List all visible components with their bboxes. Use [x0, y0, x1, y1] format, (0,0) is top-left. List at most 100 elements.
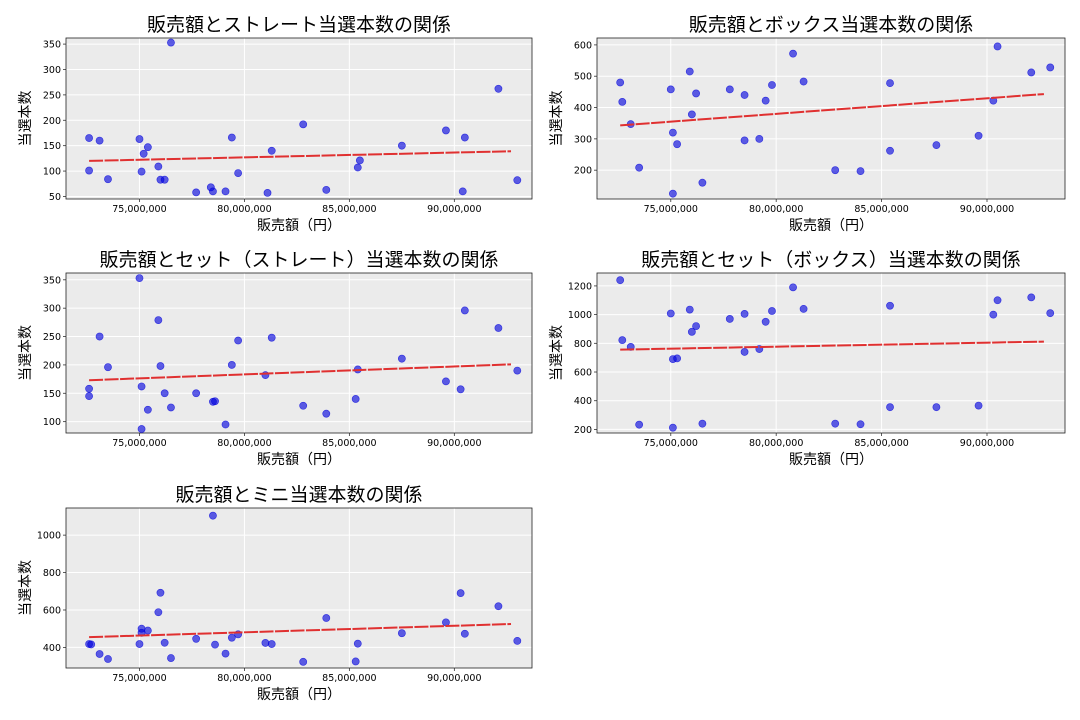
y-axis-label: 当選本数 — [549, 325, 565, 381]
scatter-point — [618, 336, 627, 345]
scatter-point — [513, 176, 522, 185]
scatter-point — [886, 146, 894, 155]
x-tick-label: 80,000,000 — [217, 204, 271, 215]
chart-title: 販売額とセット（ボックス）当選本数の関係 — [641, 249, 1020, 271]
scatter-point — [397, 629, 406, 638]
scatter-point — [221, 420, 230, 429]
scatter-point — [167, 38, 175, 47]
scatter-point — [322, 409, 331, 418]
scatter-point — [989, 310, 998, 319]
x-tick-label: 75,000,000 — [112, 438, 166, 449]
y-tick-label: 100 — [43, 167, 61, 178]
scatter-point — [154, 608, 163, 617]
x-tick-label: 85,000,000 — [854, 438, 908, 449]
scatter-point — [692, 89, 700, 98]
plot-area — [597, 273, 1065, 433]
scatter-point — [227, 633, 236, 642]
y-tick-label: 200 — [574, 166, 592, 177]
chart-panel-1: 50 100 150 200 250 300 350 75,000,000 80,000,000… — [18, 14, 533, 234]
scatter-point — [267, 146, 276, 155]
trend-line — [620, 340, 1044, 351]
scatter-point — [143, 143, 152, 152]
y-tick-label: 150 — [43, 389, 61, 400]
scatter-point — [456, 589, 465, 598]
scatter-point — [139, 149, 148, 158]
scatter-point — [1046, 63, 1055, 72]
scatter-point — [932, 141, 941, 150]
scatter-point — [993, 296, 1002, 305]
scatter-point — [673, 140, 682, 149]
scatter-point — [192, 188, 201, 197]
y-tick-label: 50 — [49, 192, 61, 203]
scatter-point — [261, 639, 270, 647]
axes-frame — [596, 272, 1066, 434]
y-axis-label: 当選本数 — [18, 560, 34, 616]
scatter-point — [95, 332, 104, 341]
y-tick-label: 1200 — [568, 281, 592, 292]
scatter-point — [856, 420, 865, 429]
scatter-point — [494, 324, 503, 332]
y-tick-label: 400 — [43, 643, 61, 654]
x-tick-label: 75,000,000 — [644, 204, 698, 215]
scatter-point — [397, 141, 406, 150]
scatter-point — [160, 389, 169, 398]
scatter-point — [668, 128, 677, 137]
scatter-point — [740, 91, 749, 99]
scatter-point — [227, 133, 236, 142]
x-tick-label: 75,000,000 — [644, 438, 698, 449]
scatter-point — [87, 640, 96, 649]
trend-line — [620, 93, 1044, 127]
scatter-point — [1046, 309, 1055, 318]
chart-title: 販売額とミニ当選本数の関係 — [175, 484, 422, 506]
scatter-point — [267, 333, 276, 342]
scatter-point — [135, 274, 144, 283]
chart-title: 販売額とセット（ストレート）当選本数の関係 — [99, 249, 498, 271]
x-tick-label: 90,000,000 — [427, 673, 481, 684]
scatter-point — [442, 618, 450, 627]
scatter-point — [322, 185, 331, 194]
scatter-point — [104, 655, 112, 663]
scatter-point — [442, 126, 450, 135]
scatter-point — [740, 348, 749, 356]
y-tick-label: 500 — [574, 72, 592, 83]
y-tick-label: 200 — [574, 425, 592, 436]
chart-title: 販売額とストレート当選本数の関係 — [147, 14, 451, 36]
scatter-point — [513, 636, 522, 645]
chart-panel-4: 200 400 600 800 1000 1200 75,000,000 80,000,000… — [549, 249, 1066, 468]
scatter-point — [460, 629, 469, 638]
scatter-point — [616, 276, 625, 285]
trend-line — [89, 150, 512, 162]
scatter-point — [234, 169, 243, 177]
y-tick-label: 600 — [43, 605, 61, 616]
scatter-point — [799, 304, 808, 313]
scatter-point — [761, 96, 770, 105]
y-tick-label: 200 — [43, 116, 61, 127]
scatter-point — [209, 511, 217, 520]
scatter-point — [460, 306, 469, 315]
scatter-point — [85, 134, 93, 142]
scatter-point — [789, 49, 797, 58]
scatter-point — [267, 640, 276, 648]
scatter-point — [154, 316, 163, 324]
y-tick-label: 400 — [574, 103, 592, 114]
scatter-point — [831, 166, 840, 175]
scatter-point — [135, 640, 144, 648]
scatter-point — [156, 588, 165, 597]
scatter-point — [692, 322, 700, 330]
x-tick-label: 85,000,000 — [322, 673, 376, 684]
scatter-point — [1027, 68, 1036, 77]
scatter-point — [635, 420, 644, 429]
scatter-point — [687, 110, 696, 119]
scatter-point — [351, 395, 360, 403]
scatter-point — [673, 354, 682, 363]
x-tick-label: 90,000,000 — [960, 204, 1014, 215]
plot-area — [597, 38, 1065, 199]
scatter-point — [353, 163, 362, 172]
scatter-point — [211, 397, 219, 406]
x-axis-label: 販売額（円） — [257, 452, 341, 468]
y-axis-label: 当選本数 — [18, 91, 34, 147]
scatter-point — [95, 650, 104, 658]
x-tick-label: 90,000,000 — [427, 204, 481, 215]
x-tick-label: 85,000,000 — [322, 204, 376, 215]
